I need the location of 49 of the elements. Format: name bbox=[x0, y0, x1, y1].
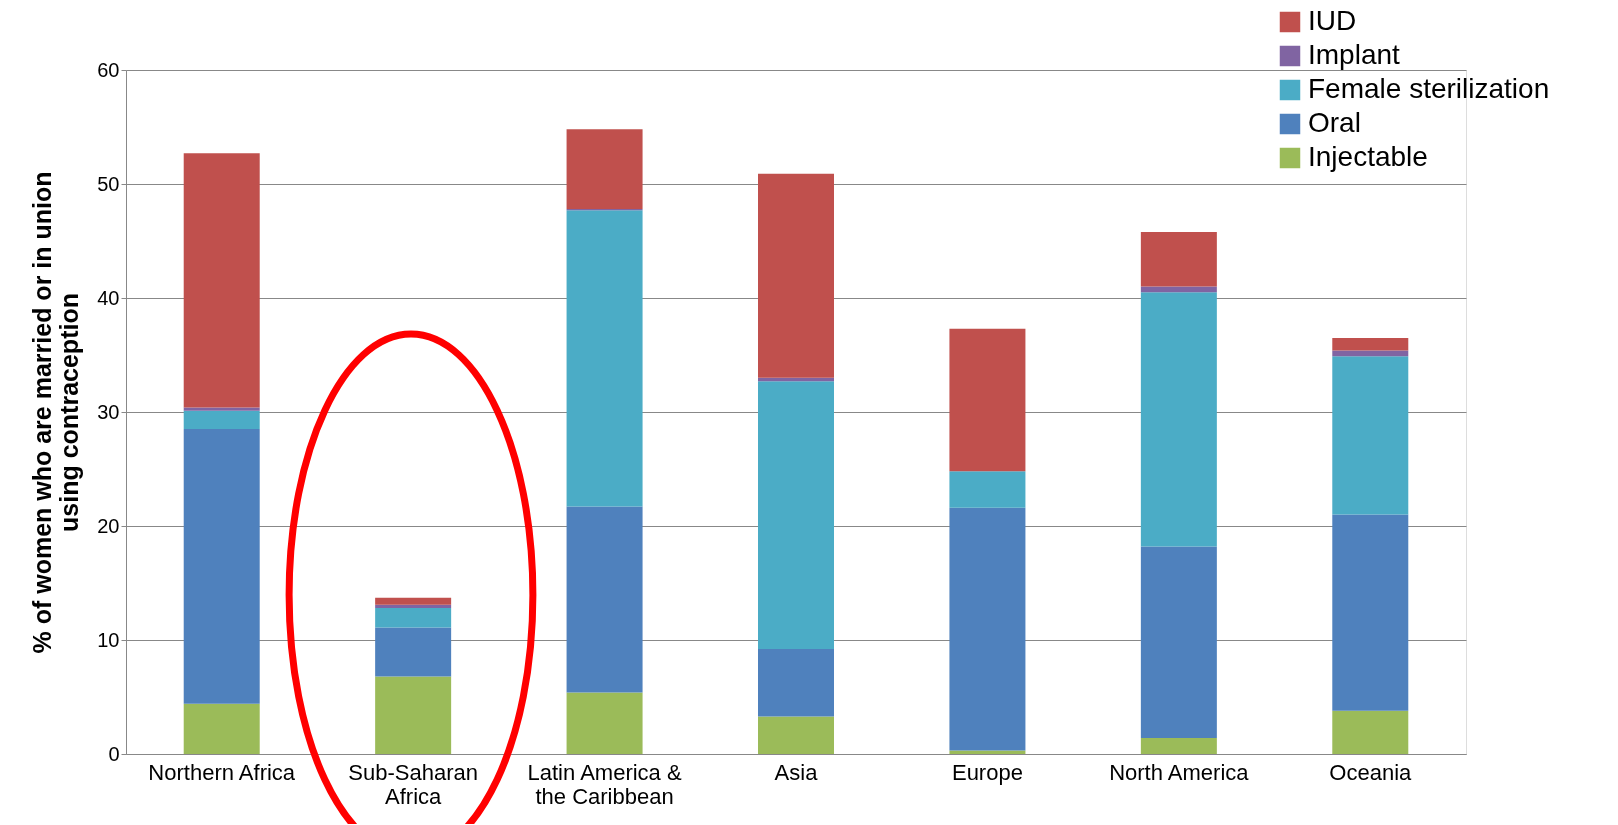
bar bbox=[566, 210, 643, 507]
bar bbox=[375, 597, 452, 605]
x-tick-label: Sub-Saharan Africa bbox=[348, 759, 478, 809]
bar bbox=[1332, 337, 1409, 351]
bar bbox=[758, 716, 834, 754]
bar bbox=[758, 173, 834, 378]
bar bbox=[566, 692, 643, 754]
bar bbox=[1140, 231, 1217, 287]
x-tick-label: Oceania bbox=[1329, 759, 1413, 785]
bar bbox=[1140, 546, 1217, 739]
bar bbox=[1332, 514, 1409, 711]
x-tick-label: North America bbox=[1109, 759, 1250, 785]
legend-label: Injectable bbox=[1308, 141, 1428, 172]
y-tick-label: 60 bbox=[97, 58, 120, 81]
x-tick-label: Northern Africa bbox=[148, 759, 296, 785]
bar bbox=[566, 506, 643, 693]
y-tick-label: 30 bbox=[97, 400, 120, 423]
y-tick-label: 20 bbox=[97, 514, 120, 537]
bar bbox=[375, 627, 452, 677]
bar bbox=[183, 703, 260, 754]
legend-label: IUD bbox=[1308, 5, 1357, 36]
y-tick-label: 0 bbox=[108, 742, 120, 765]
legend-label: Female sterilization bbox=[1308, 73, 1550, 104]
bar bbox=[949, 328, 1026, 472]
bar bbox=[1332, 710, 1409, 754]
y-tick-label: 40 bbox=[97, 286, 120, 309]
bar bbox=[183, 153, 260, 408]
bar bbox=[1140, 292, 1217, 547]
bar bbox=[183, 407, 260, 411]
bar bbox=[758, 649, 834, 717]
bar bbox=[758, 381, 834, 650]
bar bbox=[183, 410, 260, 430]
bar bbox=[375, 608, 452, 628]
bar bbox=[375, 676, 452, 754]
bar bbox=[949, 507, 1026, 751]
bar bbox=[566, 129, 643, 210]
x-tick-label: Europe bbox=[951, 759, 1023, 785]
x-tick-label: Latin America & the Caribbean bbox=[527, 759, 682, 809]
legend-label: Oral bbox=[1308, 107, 1361, 138]
legend-label: Implant bbox=[1308, 39, 1401, 70]
bar bbox=[183, 429, 260, 704]
y-tick-label: 50 bbox=[97, 172, 120, 195]
x-tick-label: Asia bbox=[774, 759, 819, 785]
bar bbox=[1332, 356, 1409, 515]
bar bbox=[949, 471, 1026, 508]
y-tick-label: 10 bbox=[97, 628, 120, 651]
bar bbox=[1140, 738, 1217, 754]
y-axis-title: % of women who are married or in union using contraception bbox=[28, 171, 84, 654]
bar bbox=[1332, 350, 1409, 357]
